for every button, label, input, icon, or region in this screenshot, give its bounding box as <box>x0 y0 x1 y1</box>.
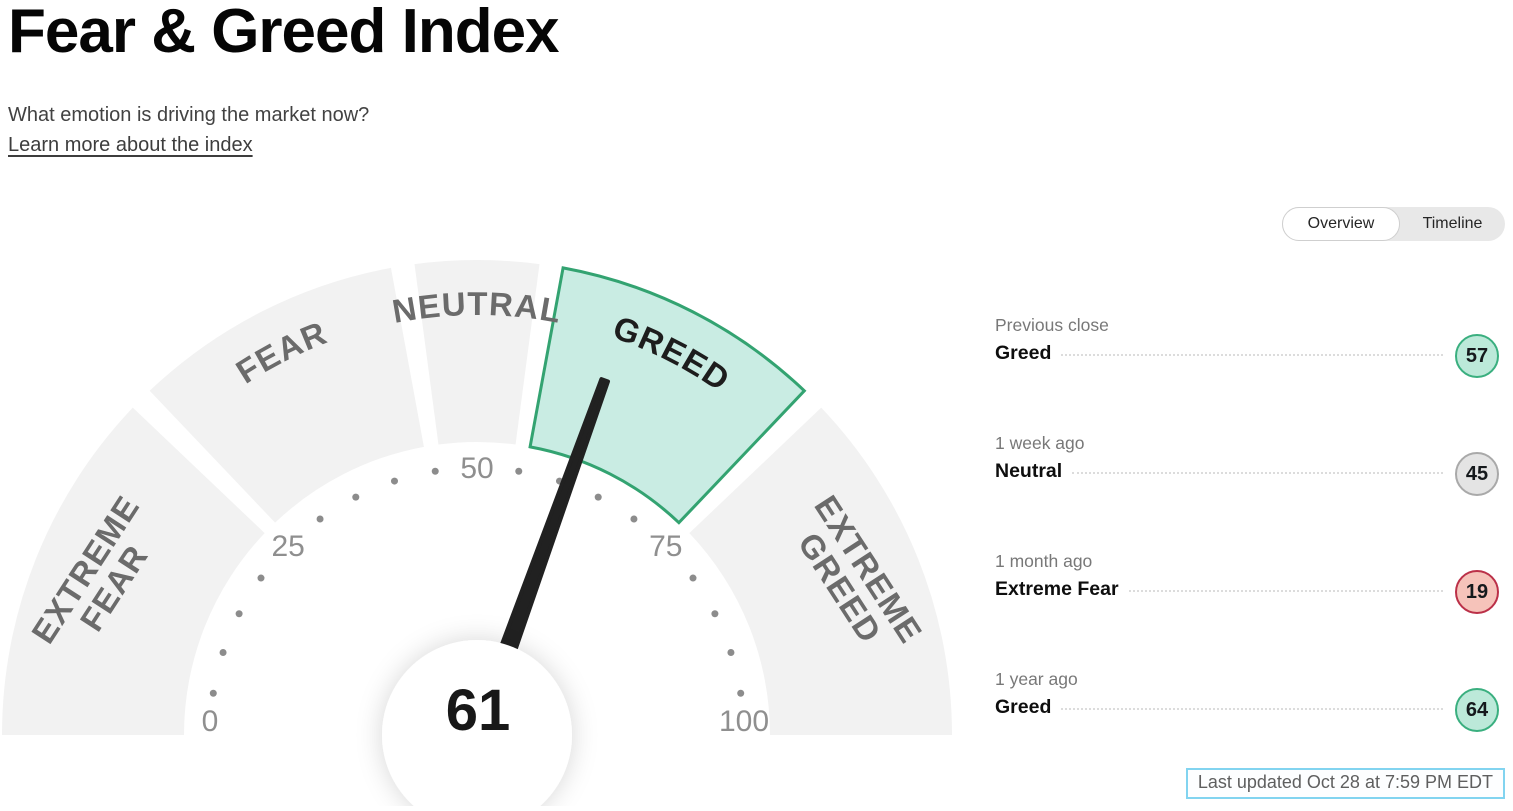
gauge-tick-dot <box>515 467 523 475</box>
history-row: 1 year ago Greed 64 <box>995 668 1499 742</box>
history-period-label: 1 year ago <box>995 669 1078 689</box>
history-row: 1 week ago Neutral 45 <box>995 432 1499 506</box>
gauge-tick-label: 25 <box>272 530 305 563</box>
gauge-tick-dot <box>711 610 719 618</box>
gauge-tick-dot <box>630 515 638 523</box>
gauge-segment-extreme-fear <box>2 407 265 735</box>
fear-greed-gauge: 0 25 50 75 100 EXTREMEFEAR FEAR NEUTRAL GREED EX… <box>0 250 960 811</box>
history-row: Previous close Greed 57 <box>995 314 1499 388</box>
history-sentiment: Greed <box>995 342 1052 364</box>
gauge-tick-dot <box>594 493 602 501</box>
history-period-label: 1 week ago <box>995 433 1085 453</box>
dotted-leader <box>1128 576 1443 592</box>
history-sentiment: Extreme Fear <box>995 578 1119 600</box>
gauge-tick-dot <box>390 477 398 485</box>
learn-more-link[interactable]: Learn more about the index <box>8 134 253 156</box>
gauge-tick-dot <box>737 689 745 697</box>
tab-timeline[interactable]: Timeline <box>1422 215 1483 232</box>
gauge-tick-dot <box>235 610 243 618</box>
view-toggle: Overview Timeline <box>1282 207 1505 241</box>
dotted-leader <box>1072 458 1443 474</box>
history-sentiment: Greed <box>995 696 1052 718</box>
history-list: Previous close Greed 57 1 week ago Neutr… <box>995 314 1499 786</box>
history-value-badge: 45 <box>1455 452 1499 496</box>
gauge-tick-label: 0 <box>202 705 219 738</box>
gauge-current-value: 61 <box>446 678 511 743</box>
gauge-tick-dot <box>352 493 360 501</box>
gauge-segment-fear <box>149 267 424 523</box>
gauge-tick-label: 100 <box>719 705 769 738</box>
gauge-tick-dot <box>257 574 265 582</box>
gauge-tick-dot <box>689 574 697 582</box>
gauge-segment-extreme-greed <box>689 407 952 735</box>
page-subtitle: What emotion is driving the market now? <box>8 104 370 126</box>
gauge-center-disc <box>382 640 572 811</box>
gauge-tick-label: 50 <box>460 452 493 485</box>
dotted-leader <box>1061 694 1443 710</box>
dotted-leader <box>1061 340 1443 356</box>
gauge-tick-dot <box>219 648 227 656</box>
page-title: Fear & Greed Index <box>8 0 560 66</box>
gauge-tick-dot <box>209 689 217 697</box>
history-sentiment: Neutral <box>995 460 1063 482</box>
gauge-tick-dot <box>727 648 735 656</box>
history-row: 1 month ago Extreme Fear 19 <box>995 550 1499 624</box>
tab-overview[interactable]: Overview <box>1282 207 1400 241</box>
history-period-label: 1 month ago <box>995 551 1093 571</box>
history-value-badge: 19 <box>1455 570 1499 614</box>
gauge-segment-neutral <box>414 260 540 445</box>
history-value-badge: 57 <box>1455 334 1499 378</box>
last-updated-badge: Last updated Oct 28 at 7:59 PM EDT <box>1185 768 1505 799</box>
gauge-tick-dot <box>431 467 439 475</box>
history-period-label: Previous close <box>995 315 1109 335</box>
gauge-tick-label: 75 <box>649 530 682 563</box>
history-value-badge: 64 <box>1455 688 1499 732</box>
gauge-tick-dot <box>316 515 324 523</box>
